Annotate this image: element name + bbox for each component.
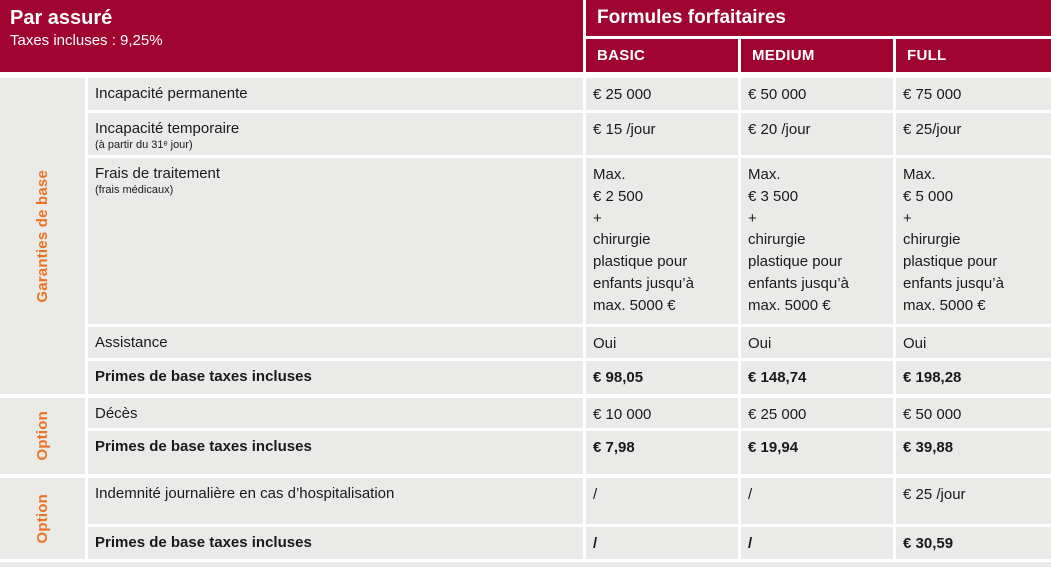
cell-basic: € 15 /jour [586,113,738,155]
row-label-primes: Primes de base taxes incluses [88,431,583,474]
row-label: Assistance [88,327,583,358]
cell-full: Oui [896,327,1051,358]
row-label-primes: Primes de base taxes incluses [88,361,583,394]
cell-basic: € 7,98 [586,431,738,474]
taxes-note: Taxes incluses : 9,25% [10,32,163,49]
section-label-text: Option [34,493,51,544]
row-label-primes: Primes de base taxes incluses [88,527,583,559]
cell-full: € 25/jour [896,113,1051,155]
cell-full: Max. € 5 000 + chirurgie plastique pour … [896,158,1051,324]
cell-medium: € 20 /jour [741,113,893,155]
cell-basic: / [586,478,738,524]
row-label: Frais de traitement (frais médicaux) [88,158,583,324]
cell-medium: € 19,94 [741,431,893,474]
row-label: Indemnité journalière en cas d’hospitali… [88,478,583,524]
cell-full: € 39,88 [896,431,1051,474]
section-label-option-2: Option [0,478,85,559]
cell-full: € 198,28 [896,361,1051,394]
column-header-full: FULL [896,39,1051,72]
cell-full: € 75 000 [896,78,1051,110]
cell-full: € 25 /jour [896,478,1051,524]
cell-medium: Oui [741,327,893,358]
cell-medium: / [741,478,893,524]
cell-medium: Max. € 3 500 + chirurgie plastique pour … [741,158,893,324]
cell-basic: / [586,527,738,559]
cell-medium: € 148,74 [741,361,893,394]
row-sublabel: (frais médicaux) [95,184,174,197]
column-header-medium: MEDIUM [741,39,893,72]
section-label-text: Option [34,411,51,461]
header-formulas-title: Formules forfaitaires [586,0,1051,36]
table-cutoff-strip [0,562,1051,567]
cell-medium: € 50 000 [741,78,893,110]
row-label: Incapacité permanente [88,78,583,110]
section-label-text: Garanties de base [34,169,51,303]
cell-basic: Max. € 2 500 + chirurgie plastique pour … [586,158,738,324]
section-label-option-1: Option [0,398,85,474]
cell-medium: € 25 000 [741,398,893,428]
section-label-garanties-de-base: Garanties de base [0,78,85,394]
cell-full: € 50 000 [896,398,1051,428]
row-label: Incapacité temporaire (à partir du 31ᵉ j… [88,113,583,155]
cell-basic: € 10 000 [586,398,738,428]
page-title: Par assuré [10,7,113,29]
cell-basic: € 98,05 [586,361,738,394]
column-header-basic: BASIC [586,39,738,72]
cell-basic: Oui [586,327,738,358]
cell-medium: / [741,527,893,559]
cell-basic: € 25 000 [586,78,738,110]
header-left: Par assuré Taxes incluses : 9,25% [0,0,583,72]
row-label: Décès [88,398,583,428]
row-sublabel: (à partir du 31ᵉ jour) [95,139,193,152]
cell-full: € 30,59 [896,527,1051,559]
